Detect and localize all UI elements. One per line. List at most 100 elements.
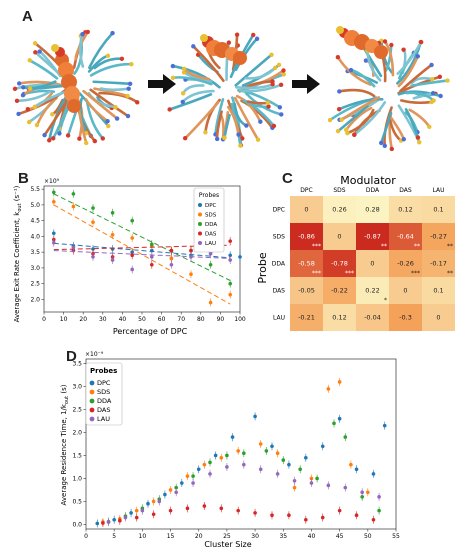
x-tick-label: 15 — [167, 533, 175, 540]
x-tick-label: 55 — [392, 533, 400, 540]
point-dpc — [150, 248, 154, 253]
b-ylabel: Average Exit Rate Coefficient, kout (s⁻¹… — [13, 185, 23, 322]
legend-label-dpc: DPC — [205, 203, 217, 209]
point-das — [320, 515, 325, 520]
point-lau — [123, 515, 128, 520]
legend-label-sds: SDS — [97, 388, 110, 396]
arrow-icon — [148, 74, 176, 94]
heatmap-value: -0.78 — [331, 260, 348, 268]
point-dpc — [180, 481, 184, 485]
point-lau — [140, 508, 145, 513]
point-lau — [208, 251, 213, 256]
y-tick-label: 2.0 — [30, 296, 40, 303]
legend-marker-sds — [89, 389, 95, 395]
point-dda — [315, 476, 319, 481]
legend-marker-dda — [89, 398, 95, 404]
point-sds — [169, 256, 174, 261]
point-das — [287, 513, 291, 518]
point-das — [189, 248, 193, 253]
point-dpc — [196, 467, 201, 472]
point-lau — [208, 472, 212, 476]
modulator-heatmap: Modulator Probe DPC SDS DDA DAS LAU DPC 0 0.26 0… — [256, 174, 455, 331]
heatmap-value: -0.21 — [298, 314, 315, 322]
point-lau — [292, 478, 297, 483]
point-das — [202, 504, 207, 508]
point-lau — [169, 262, 174, 267]
legend-label-lau: LAU — [97, 415, 110, 423]
point-das — [130, 253, 134, 258]
legend-marker-das — [89, 407, 95, 413]
panel-letter-d: D — [66, 348, 77, 365]
fit-line-dda — [53, 193, 231, 281]
point-lau — [130, 267, 134, 272]
heatmap-cell — [290, 304, 323, 331]
heatmap-cell — [323, 196, 356, 223]
d-ylabel: Average Residence Time, 1/kout (s) — [60, 384, 70, 505]
point-sds — [366, 490, 370, 495]
point-dpc — [287, 462, 291, 467]
heatmap-cell — [356, 277, 389, 304]
heatmap-cell — [290, 223, 323, 250]
heatmap-value: -0.26 — [397, 260, 414, 268]
point-dda — [174, 485, 178, 490]
x-tick-label: 30 — [99, 316, 107, 323]
legend-marker-lau — [89, 416, 95, 422]
y-tick-label: 1.0 — [72, 475, 82, 482]
point-sds — [326, 387, 331, 391]
significance-mark: ** — [414, 243, 420, 250]
heatmap-cell — [290, 196, 323, 223]
significance-mark: *** — [312, 243, 321, 250]
heatmap-value: -0.22 — [331, 287, 348, 295]
point-lau — [191, 481, 195, 485]
point-dda — [208, 460, 212, 465]
heatmap-cell — [323, 277, 356, 304]
panel-letter-a: A — [22, 8, 33, 25]
heatmap-value: -0.58 — [298, 260, 315, 268]
point-sds — [91, 220, 95, 225]
legend-label-dda: DDA — [205, 222, 217, 228]
y-tick-label: 5.0 — [30, 202, 40, 209]
micelle-snapshot-2 — [167, 32, 286, 148]
point-das — [150, 262, 154, 267]
point-das — [219, 506, 224, 511]
legend-label-dpc: DPC — [97, 379, 111, 387]
heatmap-value: -0.17 — [430, 260, 447, 268]
micelle-snapshot-1 — [12, 29, 140, 146]
point-das — [118, 518, 122, 523]
heatmap-value: -0.64 — [397, 233, 414, 241]
panel-letter-b: B — [18, 170, 29, 187]
point-sds — [110, 233, 115, 237]
heatmap-row-label: DAS — [273, 288, 286, 295]
heatmap-cell — [422, 277, 455, 304]
c-title: Modulator — [340, 174, 396, 187]
heatmap-value: 0 — [403, 287, 407, 295]
point-dpc — [230, 435, 235, 439]
heatmap-cell — [389, 196, 422, 223]
point-dda — [71, 192, 76, 196]
point-dda — [242, 451, 246, 455]
b-exponent: ×10⁹ — [44, 178, 60, 185]
point-dda — [332, 421, 336, 426]
point-lau — [189, 255, 193, 259]
heatmap-row-label: SDS — [273, 234, 285, 241]
heatmap-cell — [389, 223, 422, 250]
point-lau — [228, 258, 232, 262]
x-tick-label: 50 — [364, 533, 372, 540]
x-tick-label: 10 — [60, 316, 68, 323]
point-dda — [343, 435, 348, 439]
residence-time-chart: 0 5 10 15 20 25 30 35 40 45 50 55 0.0 0.5 1.0 1.5 2.0 2.5… — [60, 351, 400, 549]
significance-mark: ** — [381, 243, 387, 250]
significance-mark: *** — [345, 270, 354, 277]
y-tick-label: 1.5 — [72, 452, 82, 459]
x-tick-label: 80 — [197, 316, 205, 323]
heatmap-value: 0.12 — [332, 314, 346, 322]
heatmap-value: -0.86 — [298, 233, 315, 241]
b-legend-title: Probes — [199, 192, 219, 199]
point-dpc — [129, 511, 133, 515]
significance-mark: *** — [312, 270, 321, 277]
significance-mark: * — [384, 297, 387, 304]
heatmap-value: -0.04 — [364, 314, 381, 322]
heatmap-row-label: DDA — [272, 261, 286, 268]
heatmap-cell — [290, 277, 323, 304]
